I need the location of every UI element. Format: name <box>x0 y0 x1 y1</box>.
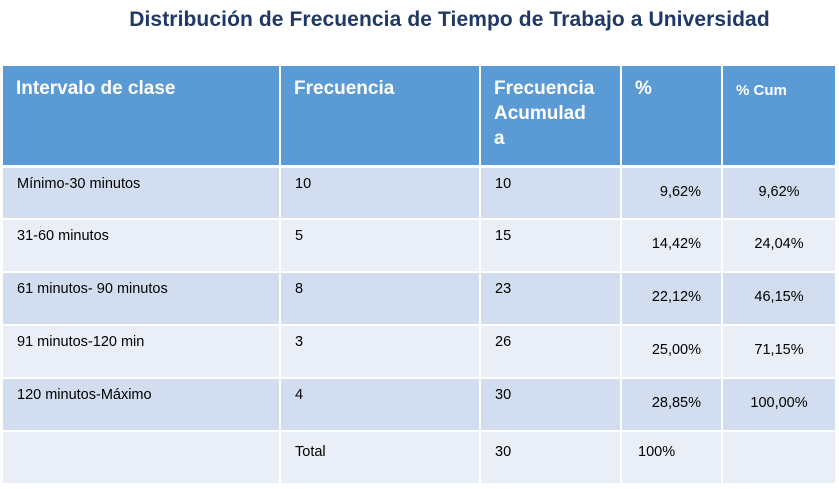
cell-frequency: 10 <box>280 166 481 220</box>
header-percent: % <box>621 66 723 168</box>
cell-interval: 31-60 minutos <box>3 219 281 273</box>
cell-total-cumulative: 30 <box>480 431 622 485</box>
cell-cum-percent: 9,62% <box>722 166 835 220</box>
cell-frequency: 3 <box>280 325 481 379</box>
header-cumulative: Frecuencia Acumulad a <box>480 66 622 168</box>
cell-cum-percent: 100,00% <box>722 378 835 432</box>
table-row: 31-60 minutos 5 15 14,42% 24,04% <box>3 219 835 273</box>
header-frequency: Frecuencia <box>280 66 481 168</box>
table-row: Mínimo-30 minutos 10 10 9,62% 9,62% <box>3 166 835 220</box>
table-header-row: Intervalo de clase Frecuencia Frecuencia… <box>3 66 835 168</box>
cell-frequency: 8 <box>280 272 481 326</box>
table-row: 120 minutos-Máximo 4 30 28,85% 100,00% <box>3 378 835 432</box>
page-title: Distribución de Frecuencia de Tiempo de … <box>129 8 770 31</box>
cell-cumulative: 26 <box>480 325 622 379</box>
cell-interval: Mínimo-30 minutos <box>3 166 281 220</box>
cell-frequency: 4 <box>280 378 481 432</box>
header-cumulative-line2: Acumulad <box>494 103 586 124</box>
cell-percent: 25,00% <box>621 325 723 379</box>
cell-interval: 61 minutos- 90 minutos <box>3 272 281 326</box>
cell-percent: 14,42% <box>621 219 723 273</box>
cell-interval: 91 minutos-120 min <box>3 325 281 379</box>
cell-total-percent: 100% <box>621 431 723 485</box>
table-total-row: Total 30 100% <box>3 431 835 485</box>
cell-total-label: Total <box>280 431 481 485</box>
header-interval: Intervalo de clase <box>3 66 281 168</box>
cell-percent: 22,12% <box>621 272 723 326</box>
cell-frequency: 5 <box>280 219 481 273</box>
frequency-table: Intervalo de clase Frecuencia Frecuencia… <box>3 66 835 485</box>
cell-total-empty <box>3 431 281 485</box>
cell-percent: 28,85% <box>621 378 723 432</box>
table-row: 61 minutos- 90 minutos 8 23 22,12% 46,15… <box>3 272 835 326</box>
header-cumulative-line1: Frecuencia <box>494 78 595 99</box>
header-cum-percent: % Cum <box>722 66 835 168</box>
cell-percent: 9,62% <box>621 166 723 220</box>
cell-interval: 120 minutos-Máximo <box>3 378 281 432</box>
cell-total-cum-empty <box>722 431 835 485</box>
cell-cum-percent: 71,15% <box>722 325 835 379</box>
cell-cumulative: 23 <box>480 272 622 326</box>
cell-cumulative: 15 <box>480 219 622 273</box>
cell-cum-percent: 46,15% <box>722 272 835 326</box>
cell-cumulative: 10 <box>480 166 622 220</box>
cell-cumulative: 30 <box>480 378 622 432</box>
header-cumulative-line3: a <box>494 128 505 149</box>
table-row: 91 minutos-120 min 3 26 25,00% 71,15% <box>3 325 835 379</box>
cell-cum-percent: 24,04% <box>722 219 835 273</box>
